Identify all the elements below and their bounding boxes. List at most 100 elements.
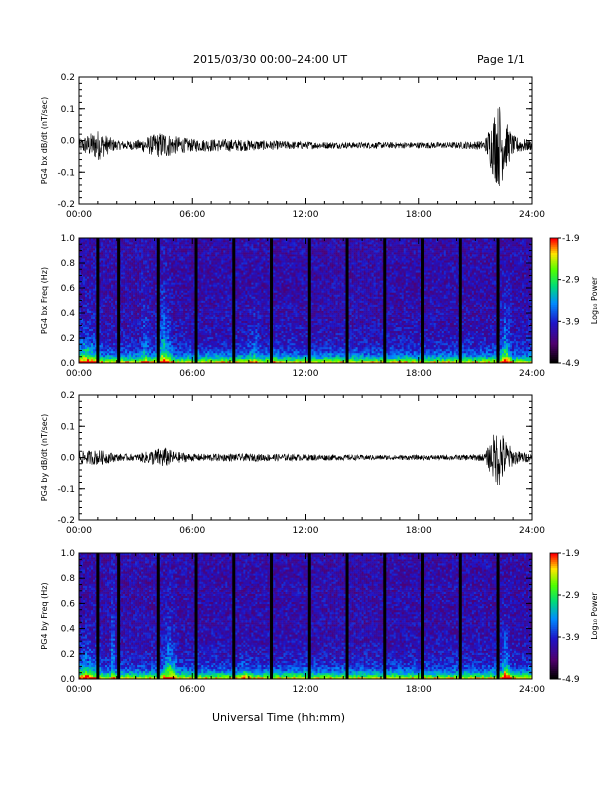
heatmap-cell [127, 292, 129, 294]
heatmap-cell [133, 282, 135, 284]
heatmap-cell [103, 355, 105, 357]
heatmap-cell [89, 323, 91, 325]
heatmap-cell [121, 280, 123, 282]
heatmap-cell [91, 246, 93, 248]
heatmap-cell [123, 325, 125, 327]
heatmap-cell [83, 282, 85, 284]
heatmap-cell [87, 266, 89, 268]
heatmap-cell [83, 359, 85, 361]
heatmap-cell [131, 345, 133, 347]
heatmap-cell [131, 351, 133, 353]
heatmap-cell [107, 246, 109, 248]
heatmap-cell [123, 296, 125, 298]
heatmap-cell [135, 353, 137, 355]
heatmap-cell [85, 246, 87, 248]
heatmap-cell [103, 270, 105, 272]
heatmap-cell [125, 323, 127, 325]
y-tick-label: 0.0 [61, 137, 76, 147]
heatmap-cell [111, 319, 113, 321]
heatmap-cell [123, 333, 125, 335]
heatmap-cell [101, 254, 103, 256]
heatmap-cell [91, 264, 93, 266]
heatmap-cell [87, 345, 89, 347]
heatmap-cell [105, 337, 107, 339]
heatmap-cell [123, 254, 125, 256]
heatmap-cell [131, 258, 133, 260]
heatmap-cell [123, 248, 125, 250]
heatmap-cell [87, 262, 89, 264]
heatmap-cell [121, 357, 123, 359]
heatmap-cell [127, 357, 129, 359]
heatmap-cell [127, 276, 129, 278]
heatmap-cell [107, 301, 109, 303]
heatmap-cell [105, 276, 107, 278]
heatmap-cell [99, 262, 101, 264]
heatmap-cell [133, 313, 135, 315]
heatmap-cell [87, 347, 89, 349]
heatmap-cell [131, 343, 133, 345]
heatmap-cell [137, 307, 139, 309]
heatmap-cell [123, 337, 125, 339]
heatmap-cell [107, 262, 109, 264]
heatmap-cell [93, 284, 95, 286]
heatmap-cell [89, 317, 91, 319]
heatmap-cell [99, 274, 101, 276]
heatmap-cell [121, 278, 123, 280]
heatmap-cell [107, 290, 109, 292]
heatmap-cell [139, 311, 141, 313]
heatmap-cell [135, 292, 137, 294]
heatmap-cell [115, 303, 117, 305]
heatmap-cell [103, 258, 105, 260]
heatmap-cell [83, 298, 85, 300]
heatmap-cell [135, 286, 137, 288]
heatmap-cell [135, 357, 137, 359]
heatmap-cell [85, 339, 87, 341]
heatmap-cell [111, 272, 113, 274]
heatmap-cell [89, 268, 91, 270]
heatmap-cell [137, 357, 139, 359]
heatmap-cell [81, 317, 83, 319]
heatmap-cell [137, 321, 139, 323]
heatmap-cell [133, 244, 135, 246]
heatmap-cell [111, 311, 113, 313]
heatmap-cell [107, 270, 109, 272]
heatmap-cell [121, 276, 123, 278]
heatmap-cell [123, 288, 125, 290]
heatmap-cell [139, 321, 141, 323]
heatmap-cell [81, 333, 83, 335]
heatmap-cell [137, 256, 139, 258]
heatmap-cell [131, 321, 133, 323]
heatmap-cell [137, 292, 139, 294]
heatmap-cell [131, 335, 133, 337]
heatmap-cell [107, 258, 109, 260]
heatmap-cell [91, 317, 93, 319]
heatmap-cell [87, 298, 89, 300]
heatmap-cell [101, 246, 103, 248]
heatmap-cell [103, 317, 105, 319]
heatmap-cell [125, 268, 127, 270]
heatmap-cell [111, 256, 113, 258]
heatmap-cell [123, 315, 125, 317]
heatmap-cell [107, 303, 109, 305]
heatmap-cell [137, 240, 139, 242]
heatmap-cell [127, 359, 129, 361]
heatmap-cell [105, 349, 107, 351]
heatmap-cell [127, 282, 129, 284]
heatmap-cell [85, 337, 87, 339]
heatmap-cell [127, 296, 129, 298]
heatmap-cell [103, 272, 105, 274]
heatmap-cell [111, 347, 113, 349]
heatmap-cell [83, 309, 85, 311]
heatmap-cell [125, 266, 127, 268]
heatmap-cell [105, 270, 107, 272]
heatmap-cell [107, 329, 109, 331]
heatmap-cell [85, 290, 87, 292]
heatmap-cell [115, 270, 117, 272]
heatmap-cell [113, 276, 115, 278]
heatmap-cell [111, 309, 113, 311]
heatmap-cell [93, 280, 95, 282]
heatmap-cell [129, 321, 131, 323]
heatmap-cell [129, 347, 131, 349]
heatmap-cell [89, 313, 91, 315]
heatmap-cell [93, 315, 95, 317]
